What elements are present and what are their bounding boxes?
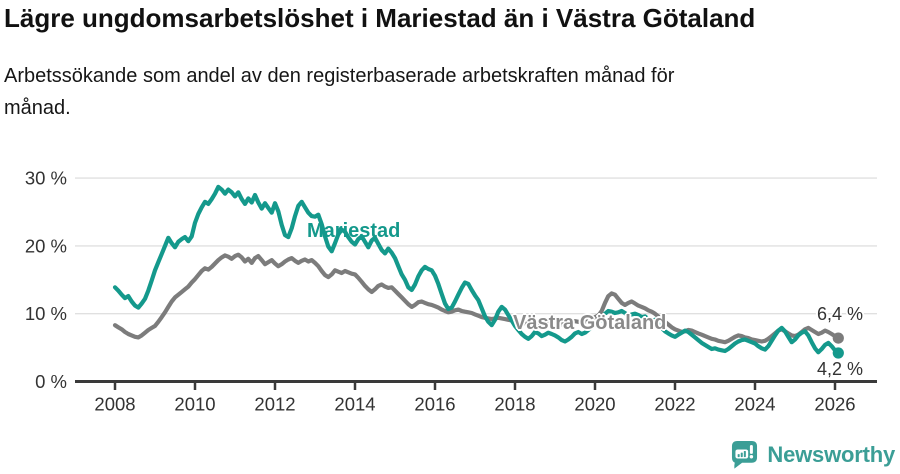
end-value-mariestad: 4,2 % (816, 359, 863, 379)
x-axis-label-2020: 2020 (574, 394, 615, 415)
end-value-vastra-gotaland: 6,4 % (816, 304, 863, 324)
y-axis-label-20: 20 % (25, 235, 67, 256)
x-axis-label-2016: 2016 (414, 394, 455, 415)
x-axis-label-2008: 2008 (94, 394, 135, 415)
y-axis-label-10: 10 % (25, 303, 67, 324)
x-axis-label-2018: 2018 (494, 394, 535, 415)
newsworthy-wordmark: Newsworthy (767, 441, 895, 467)
chart-subtitle: Arbetssökande som andel av den registerb… (4, 60, 884, 125)
x-axis-label-2014: 2014 (334, 394, 375, 415)
y-axis-label-30: 30 % (25, 168, 67, 189)
end-dot-mariestad (832, 347, 844, 359)
series-label-vastra-gotaland: Västra Götaland (513, 312, 667, 334)
x-axis-label-2022: 2022 (654, 394, 695, 415)
subtitle-line-2: månad. (4, 97, 71, 120)
subtitle-line-1: Arbetssökande som andel av den registerb… (4, 65, 675, 87)
line-v-stra-g-taland (112, 252, 841, 345)
end-dot-v-stra-g-taland (832, 332, 844, 344)
x-axis-label-2024: 2024 (734, 394, 775, 415)
series-label-mariestad: Mariestad (307, 220, 401, 242)
newsworthy-icon (732, 441, 758, 469)
x-axis-label-2012: 2012 (254, 394, 295, 415)
page-title: Lägre ungdomsarbetslöshet i Mariestad än… (4, 3, 756, 33)
x-axis-label-2010: 2010 (174, 394, 215, 415)
x-axis-label-2026: 2026 (814, 394, 855, 415)
y-axis-label-0: 0 % (35, 371, 67, 392)
newsworthy-logo: Newsworthy (731, 440, 895, 469)
line-mariestad (112, 184, 841, 356)
